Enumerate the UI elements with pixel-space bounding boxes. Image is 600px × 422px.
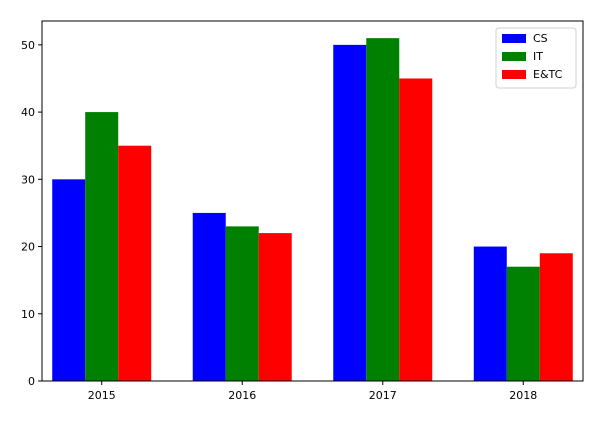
bar-cs-2017 [333, 44, 367, 382]
plot-frame [41, 20, 584, 382]
legend-label-etc: E&TC [533, 68, 563, 81]
bar-cs-2016 [192, 212, 226, 381]
x-tick-label: 2016 [228, 389, 256, 402]
legend-swatch-cs [502, 34, 526, 43]
legend-swatch-it [502, 52, 526, 61]
bar-it-2018 [506, 266, 540, 381]
x-tick-label: 2018 [509, 389, 537, 402]
y-tick-label: 0 [28, 375, 35, 388]
legend-label-it: IT [533, 50, 543, 63]
bar-it-2017 [366, 38, 400, 381]
bar-etc-2017 [399, 78, 433, 381]
bar-etc-2016 [258, 233, 292, 381]
x-tick-label: 2015 [88, 389, 116, 402]
bar-cs-2018 [473, 246, 507, 381]
y-tick-label: 50 [21, 39, 35, 52]
bar-etc-2018 [539, 253, 573, 381]
bars-group [52, 38, 573, 382]
y-tick-label: 10 [21, 308, 35, 321]
bar-it-2016 [225, 226, 259, 381]
y-tick-label: 30 [21, 173, 35, 186]
bar-it-2015 [85, 112, 119, 381]
axes-group: 0 10 20 30 40 50 2015 2016 2017 2018 [21, 20, 584, 402]
y-tick-label: 40 [21, 106, 35, 119]
legend: CS IT E&TC [495, 27, 577, 89]
y-tick-label: 20 [21, 241, 35, 254]
legend-label-cs: CS [533, 32, 548, 45]
legend-swatch-etc [502, 70, 526, 79]
bar-etc-2015 [118, 145, 152, 381]
x-tick-label: 2017 [369, 389, 397, 402]
bar-cs-2015 [52, 179, 86, 381]
